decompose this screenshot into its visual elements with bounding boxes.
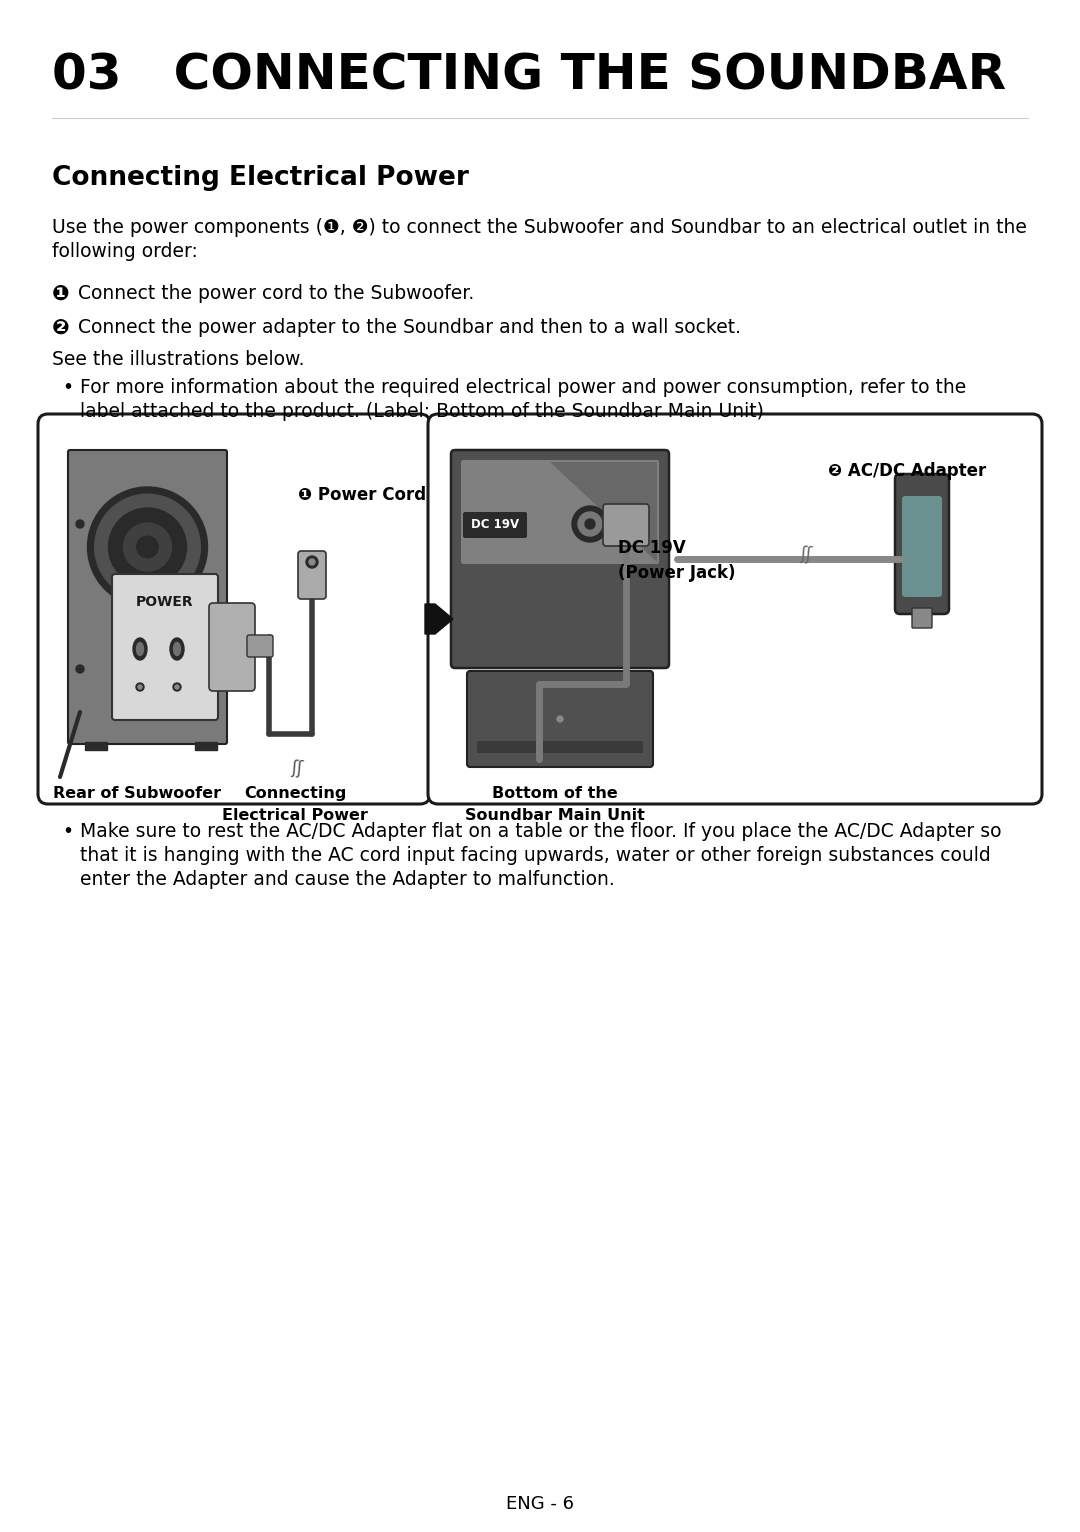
Circle shape [76,665,84,673]
Text: 03   CONNECTING THE SOUNDBAR: 03 CONNECTING THE SOUNDBAR [52,52,1007,100]
FancyBboxPatch shape [477,741,643,754]
Text: ʃʃ: ʃʃ [799,545,813,564]
FancyBboxPatch shape [298,552,326,599]
Text: label attached to the product. (Label: Bottom of the Soundbar Main Unit): label attached to the product. (Label: B… [80,401,764,421]
Bar [85,741,107,751]
Text: Connecting: Connecting [244,786,347,801]
Circle shape [585,519,595,529]
Circle shape [572,506,608,542]
Circle shape [136,683,144,691]
Circle shape [95,495,200,601]
Ellipse shape [174,642,180,656]
Text: ❶ Power Cord: ❶ Power Cord [298,486,427,504]
Text: Electrical Power: Electrical Power [222,807,368,823]
FancyBboxPatch shape [247,634,273,657]
Text: Connect the power adapter to the Soundbar and then to a wall socket.: Connect the power adapter to the Soundba… [78,319,741,337]
Circle shape [123,522,172,571]
Ellipse shape [136,642,144,656]
Text: •: • [62,823,73,841]
Text: ❶: ❶ [52,283,69,303]
Circle shape [137,536,159,558]
Text: See the illustrations below.: See the illustrations below. [52,349,305,369]
Ellipse shape [170,637,184,660]
Text: (Power Jack): (Power Jack) [618,564,735,582]
Text: enter the Adapter and cause the Adapter to malfunction.: enter the Adapter and cause the Adapter … [80,870,615,889]
FancyBboxPatch shape [68,450,227,745]
PathPatch shape [551,463,657,562]
Circle shape [306,556,318,568]
Text: ʃʃ: ʃʃ [291,758,303,778]
Circle shape [173,683,181,691]
FancyBboxPatch shape [603,504,649,545]
FancyArrow shape [426,604,453,634]
Circle shape [138,685,141,689]
Text: Make sure to rest the AC/DC Adapter flat on a table or the floor. If you place t: Make sure to rest the AC/DC Adapter flat… [80,823,1001,841]
FancyBboxPatch shape [451,450,669,668]
Text: ❷ AC/DC Adapter: ❷ AC/DC Adapter [828,463,986,480]
Text: ENG - 6: ENG - 6 [507,1495,573,1514]
Text: For more information about the required electrical power and power consumption, : For more information about the required … [80,378,967,397]
Circle shape [76,519,84,529]
Circle shape [578,512,602,536]
Text: DC 19V: DC 19V [618,539,686,558]
FancyBboxPatch shape [112,574,218,720]
Circle shape [87,487,207,607]
Circle shape [175,685,179,689]
FancyBboxPatch shape [463,512,527,538]
Text: Connecting Electrical Power: Connecting Electrical Power [52,165,469,192]
Text: Rear of Subwoofer: Rear of Subwoofer [53,786,221,801]
Text: Connect the power cord to the Subwoofer.: Connect the power cord to the Subwoofer. [78,283,474,303]
FancyBboxPatch shape [467,671,653,768]
Text: Bottom of the: Bottom of the [492,786,618,801]
FancyBboxPatch shape [895,473,949,614]
FancyBboxPatch shape [461,460,659,564]
FancyBboxPatch shape [428,414,1042,804]
Text: Soundbar Main Unit: Soundbar Main Unit [465,807,645,823]
Text: ❷: ❷ [52,319,69,339]
Circle shape [557,715,563,722]
Text: following order:: following order: [52,242,198,260]
Circle shape [108,509,187,587]
FancyBboxPatch shape [38,414,430,804]
Text: POWER: POWER [136,594,193,610]
Text: •: • [62,378,73,397]
Text: Use the power components (❶, ❷) to connect the Subwoofer and Soundbar to an elec: Use the power components (❶, ❷) to conne… [52,218,1027,237]
FancyBboxPatch shape [912,608,932,628]
Circle shape [309,559,315,565]
Text: that it is hanging with the AC cord input facing upwards, water or other foreign: that it is hanging with the AC cord inpu… [80,846,990,866]
Bar [195,741,217,751]
Text: DC 19V: DC 19V [471,518,519,532]
Ellipse shape [133,637,147,660]
FancyBboxPatch shape [902,496,942,597]
FancyBboxPatch shape [210,604,255,691]
